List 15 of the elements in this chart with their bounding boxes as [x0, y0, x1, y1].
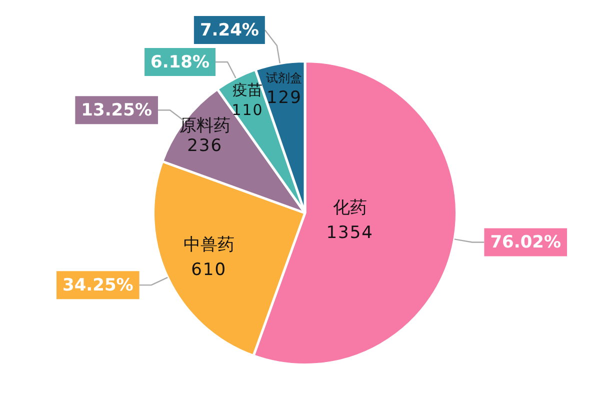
slice-label: 中兽药: [183, 235, 234, 256]
data-label: 610: [191, 260, 227, 280]
text: 6.18%: [150, 52, 210, 72]
slice-label: 疫苗: [232, 80, 263, 99]
text: 34.25%: [62, 276, 134, 296]
text: 13.25%: [81, 100, 152, 121]
slice-label: 试剂盒: [266, 70, 302, 85]
text: 76.02%: [490, 232, 562, 253]
data-label: 110: [232, 100, 264, 119]
data-label: 236: [187, 136, 223, 156]
slice-label: 原料药: [179, 116, 230, 136]
data-label: 129: [266, 88, 302, 108]
text: 7.24%: [200, 20, 259, 40]
data-label: 1354: [326, 222, 374, 243]
slice-label: 化药: [332, 198, 367, 218]
